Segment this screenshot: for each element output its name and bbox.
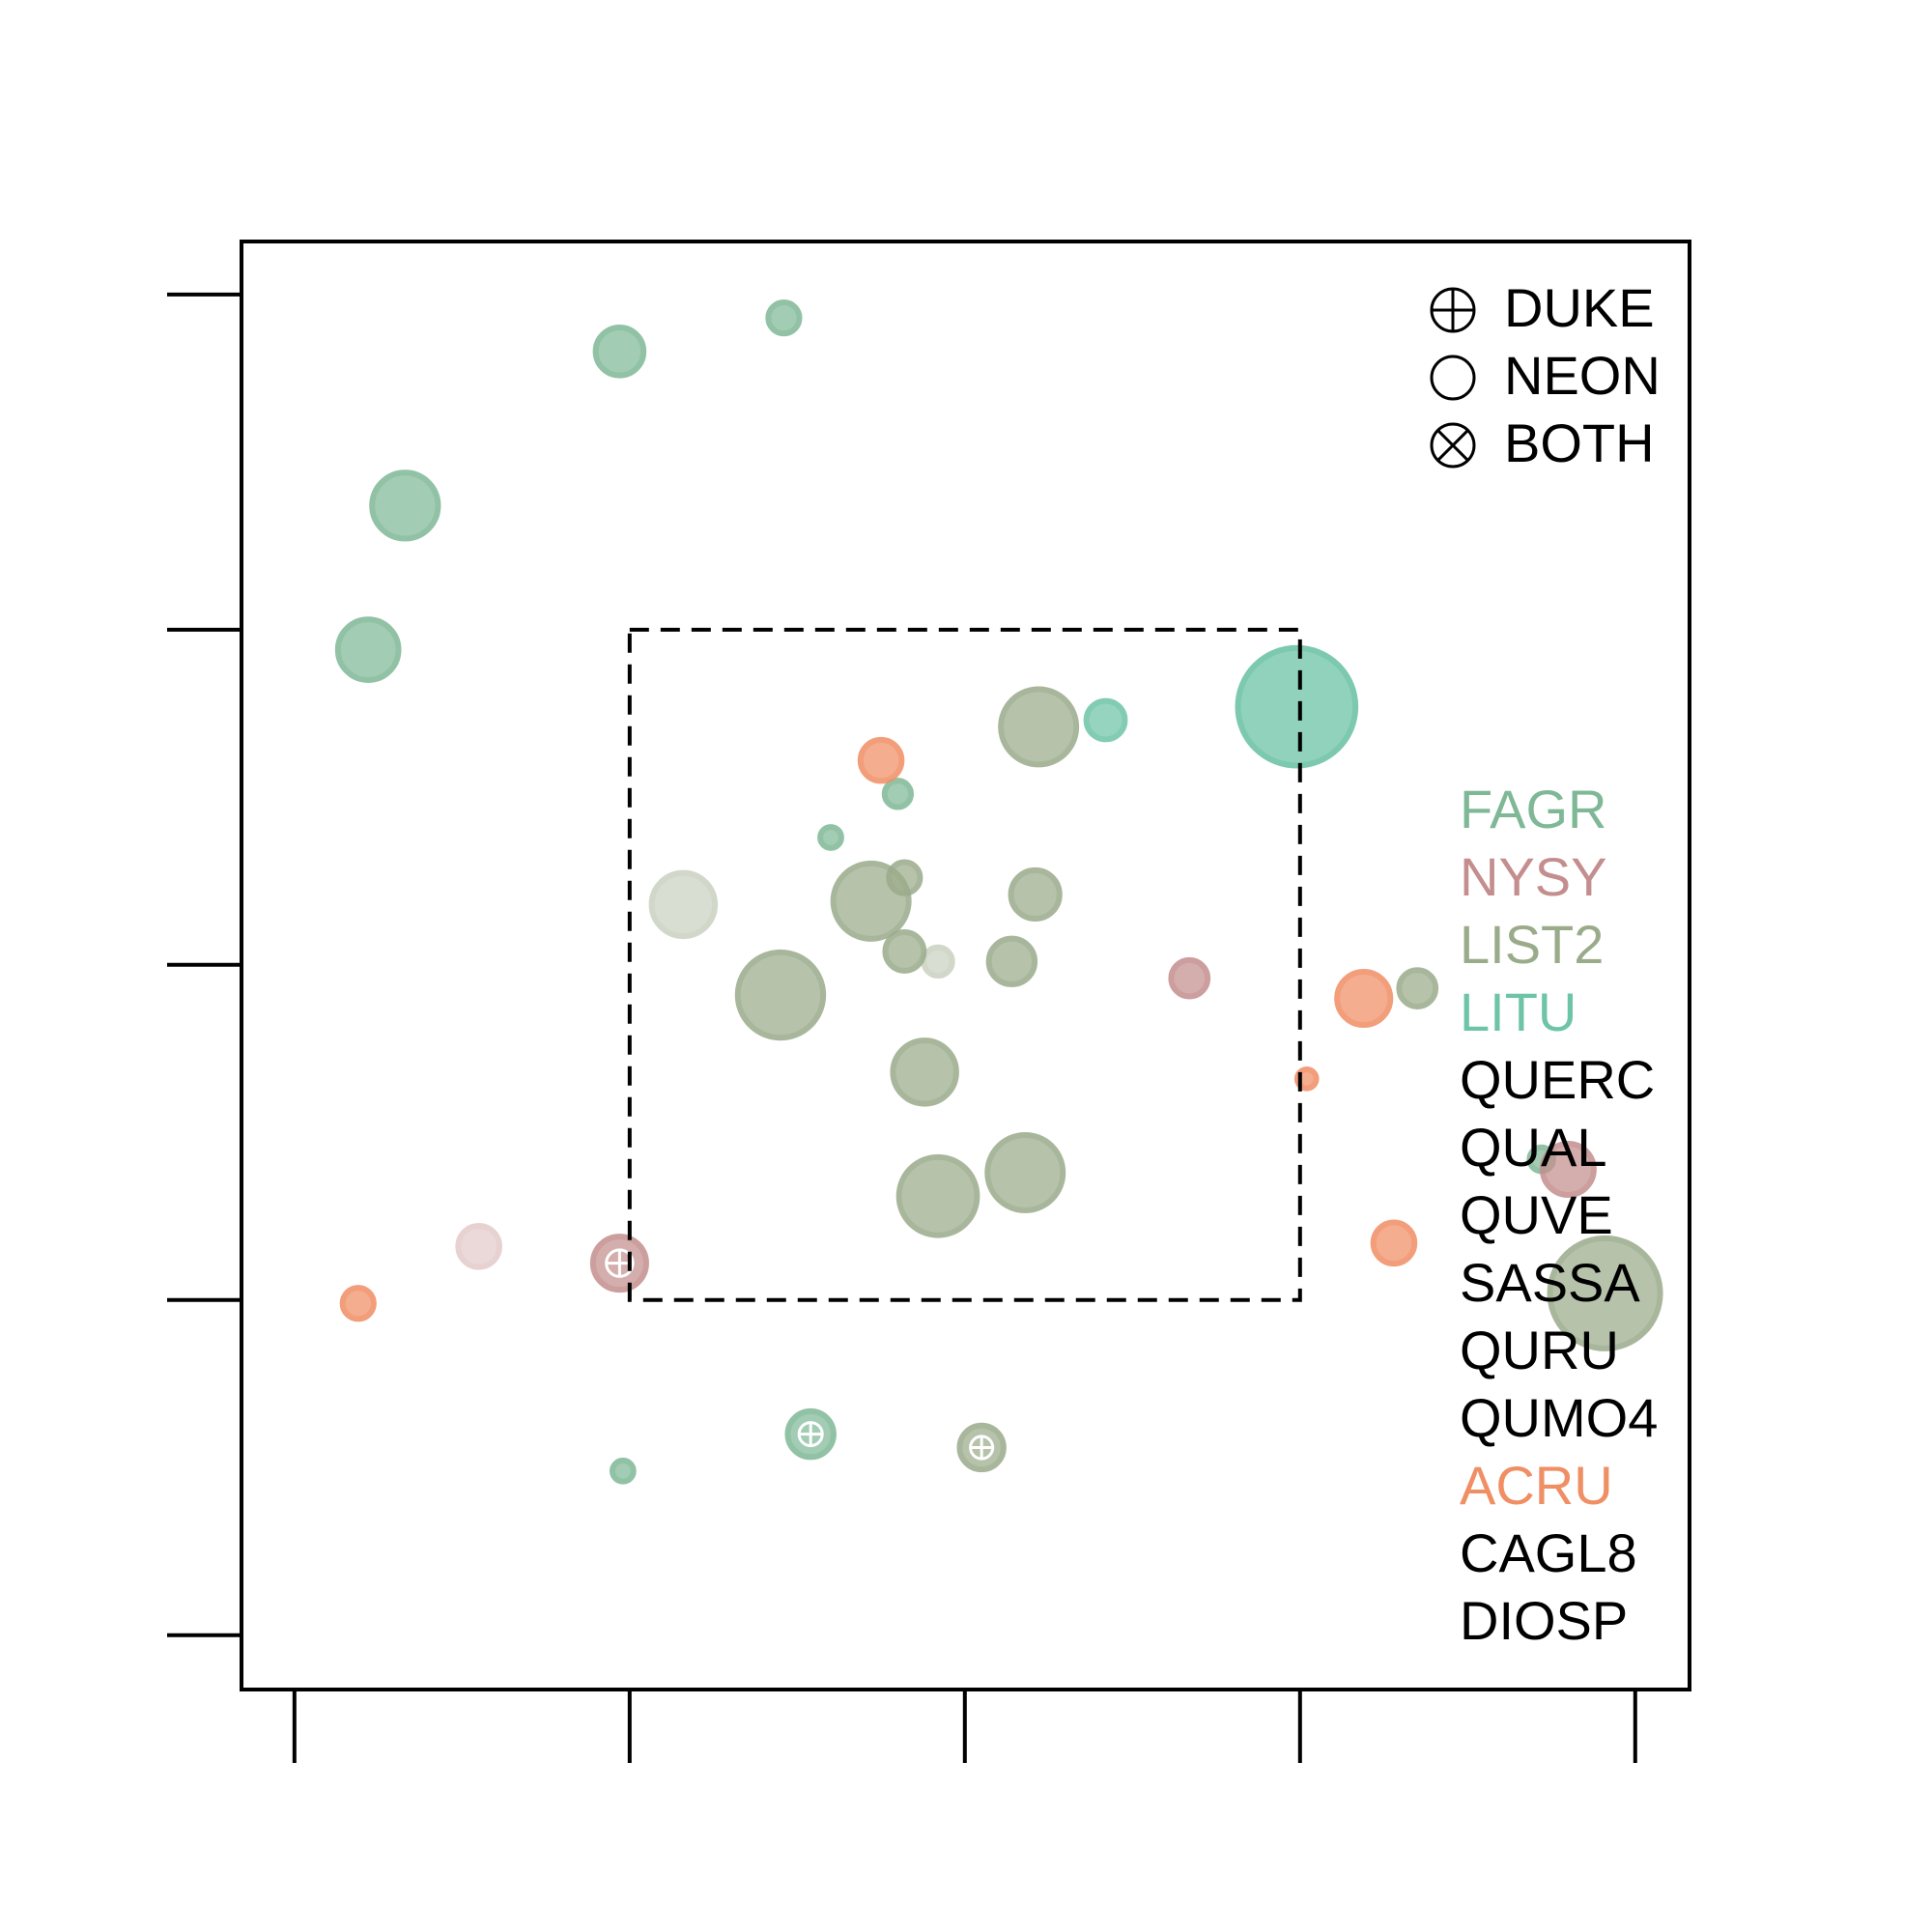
point: [895, 1153, 980, 1238]
point: [1008, 867, 1063, 923]
legend-label: QURU: [1460, 1320, 1619, 1380]
point: [1334, 968, 1394, 1029]
point: [882, 929, 927, 974]
point: [857, 736, 905, 784]
bubble: [984, 1131, 1066, 1213]
bubble: [890, 1037, 959, 1107]
point: [765, 299, 803, 337]
bubble: [998, 686, 1080, 768]
point: [592, 325, 647, 379]
bubble: [857, 736, 905, 784]
point: [369, 469, 441, 542]
legend-label: CAGL8: [1460, 1522, 1637, 1583]
bubble: [817, 824, 844, 851]
point: [589, 1234, 649, 1293]
point: [881, 778, 915, 810]
bubble: [1547, 1235, 1663, 1351]
bubble: [1293, 1065, 1320, 1092]
bubble: [921, 944, 955, 980]
symbol-ring: [1430, 355, 1476, 401]
point: [784, 1407, 837, 1461]
legend-label: DIOSP: [1460, 1590, 1628, 1651]
bubble: [765, 299, 803, 337]
legend-label: QUAL: [1460, 1117, 1607, 1178]
bubble: [648, 869, 719, 940]
bubble: [455, 1222, 502, 1270]
legend-label: ACRU: [1460, 1455, 1613, 1516]
point: [921, 944, 955, 980]
bubble: [1083, 697, 1128, 743]
point: [334, 616, 402, 683]
region-box: [627, 627, 1302, 1302]
legend-label: FAGR: [1460, 779, 1606, 839]
legend-label: QUMO4: [1460, 1387, 1658, 1448]
bubble: [1008, 867, 1063, 923]
legend-label: LIST2: [1460, 914, 1604, 975]
bubble: [881, 778, 915, 810]
bubble: [882, 929, 927, 974]
bubble: [734, 949, 827, 1041]
legend-label: NEON: [1504, 345, 1661, 406]
bubble: [1235, 644, 1359, 769]
legend-label: DUKE: [1504, 277, 1655, 338]
point: [734, 949, 827, 1041]
bubble: [1334, 968, 1394, 1029]
bubble: [609, 1457, 637, 1485]
symbol-line: [1436, 429, 1469, 462]
bubble: [1370, 1219, 1418, 1267]
point: [1168, 956, 1211, 1000]
bubble: [369, 469, 441, 542]
point: [1370, 1219, 1418, 1267]
legend-label: LITU: [1460, 981, 1577, 1042]
point: [648, 869, 719, 940]
symbol-ring: [1430, 422, 1476, 469]
point: [817, 824, 844, 851]
bubble: [592, 325, 647, 379]
point: [984, 1131, 1066, 1213]
legend-label: BOTH: [1504, 412, 1655, 473]
point: [890, 1037, 959, 1107]
bubble: [886, 859, 923, 896]
point: [956, 1422, 1007, 1473]
point: [1083, 697, 1128, 743]
point: [455, 1222, 502, 1270]
legend-label: NYSY: [1460, 846, 1607, 907]
bubble: [339, 1285, 377, 1322]
bubble: [1396, 967, 1439, 1009]
point: [886, 859, 923, 896]
point: [998, 686, 1080, 768]
point: [1293, 1065, 1320, 1092]
bubble: [1539, 1140, 1597, 1198]
point: [609, 1457, 637, 1485]
point: [1547, 1235, 1663, 1351]
bubble: [895, 1153, 980, 1238]
bubble: [1168, 956, 1211, 1000]
legend-label: QUERC: [1460, 1049, 1655, 1110]
point: [1396, 967, 1439, 1009]
bubble: [334, 616, 402, 683]
point: [339, 1285, 377, 1322]
legend-label: SASSA: [1460, 1252, 1640, 1313]
bubble: [985, 935, 1038, 988]
legend-label: QUVE: [1460, 1184, 1613, 1245]
point: [1539, 1140, 1597, 1198]
point: [1235, 644, 1359, 769]
point: [985, 935, 1038, 988]
